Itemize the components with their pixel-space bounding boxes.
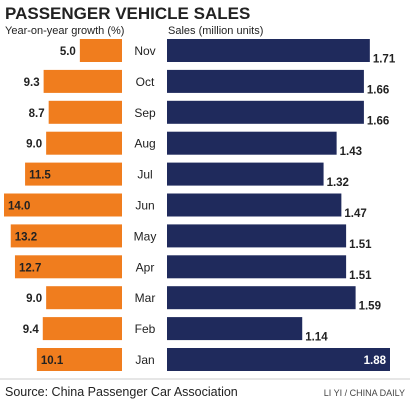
sales-value-label-aug: 1.43 bbox=[340, 146, 362, 158]
category-label-sep: Sep bbox=[134, 106, 156, 120]
growth-bar-feb bbox=[42, 317, 123, 341]
category-label-may: May bbox=[134, 229, 157, 243]
growth-value-label-apr: 12.7 bbox=[19, 262, 41, 274]
credit-note: LI YI / CHINA DAILY bbox=[324, 388, 405, 398]
category-label-aug: Aug bbox=[134, 137, 155, 151]
sales-bar-jun bbox=[167, 193, 342, 217]
sales-value-label-jun: 1.47 bbox=[344, 208, 366, 220]
sales-bar-jan bbox=[167, 348, 390, 371]
category-label-jun: Jun bbox=[135, 199, 154, 213]
source-note: Source: China Passenger Car Association bbox=[5, 385, 238, 399]
growth-value-label-jul: 11.5 bbox=[29, 170, 51, 182]
chart-marks: Nov 5.0 1.71 Oct 9.3 1.66 Sep 8.7 1.66 Aug 9.0 1.43… bbox=[0, 39, 410, 380]
category-label-feb: Feb bbox=[135, 322, 156, 336]
growth-value-label-jun: 14.0 bbox=[8, 201, 30, 213]
category-label-jul: Jul bbox=[137, 168, 152, 182]
sales-value-label-mar: 1.59 bbox=[359, 301, 381, 313]
growth-bar-aug bbox=[46, 131, 123, 155]
right-panel-label: Sales (million units) bbox=[168, 25, 263, 37]
sales-value-label-nov: 1.71 bbox=[373, 54, 396, 66]
sales-value-label-feb: 1.14 bbox=[305, 332, 328, 344]
growth-value-label-oct: 9.3 bbox=[24, 77, 40, 89]
growth-bar-jan bbox=[36, 348, 122, 371]
category-label-apr: Apr bbox=[136, 260, 155, 274]
category-label-jan: Jan bbox=[135, 353, 154, 367]
growth-bar-mar bbox=[46, 286, 123, 310]
growth-bar-nov bbox=[79, 39, 122, 62]
sales-bar-nov bbox=[167, 39, 370, 62]
left-panel-label: Year-on-year growth (%) bbox=[5, 25, 124, 37]
sales-value-label-jul: 1.32 bbox=[327, 177, 349, 189]
growth-value-label-may: 13.2 bbox=[15, 231, 37, 243]
category-label-oct: Oct bbox=[136, 75, 155, 89]
sales-bar-feb bbox=[167, 317, 303, 341]
growth-bar-jun bbox=[4, 193, 122, 217]
growth-value-label-feb: 9.4 bbox=[23, 324, 40, 336]
growth-value-label-aug: 9.0 bbox=[26, 139, 42, 151]
sales-value-label-may: 1.51 bbox=[349, 239, 372, 251]
sales-value-label-apr: 1.51 bbox=[349, 270, 372, 282]
growth-value-label-sep: 8.7 bbox=[29, 108, 45, 120]
chart-title: PASSENGER VEHICLE SALES bbox=[5, 4, 250, 23]
category-label-mar: Mar bbox=[135, 291, 156, 305]
category-label-nov: Nov bbox=[134, 44, 155, 58]
sales-value-label-sep: 1.66 bbox=[367, 115, 389, 127]
sales-bar-aug bbox=[167, 131, 337, 155]
growth-bar-may bbox=[10, 224, 122, 248]
sales-bar-may bbox=[167, 224, 347, 248]
sales-bar-oct bbox=[167, 69, 364, 93]
growth-bar-oct bbox=[43, 69, 122, 93]
growth-bar-apr bbox=[14, 255, 122, 279]
growth-value-label-nov: 5.0 bbox=[60, 46, 76, 58]
sales-bar-mar bbox=[167, 286, 356, 310]
sales-value-label-oct: 1.66 bbox=[367, 84, 389, 96]
sales-bar-apr bbox=[167, 255, 347, 279]
growth-value-label-jan: 10.1 bbox=[41, 355, 64, 367]
growth-bar-sep bbox=[48, 100, 122, 124]
sales-value-label-jan: 1.88 bbox=[364, 355, 387, 367]
growth-bar-jul bbox=[25, 162, 123, 186]
growth-value-label-mar: 9.0 bbox=[26, 293, 42, 305]
sales-bar-jul bbox=[167, 162, 324, 186]
sales-bar-sep bbox=[167, 100, 364, 124]
